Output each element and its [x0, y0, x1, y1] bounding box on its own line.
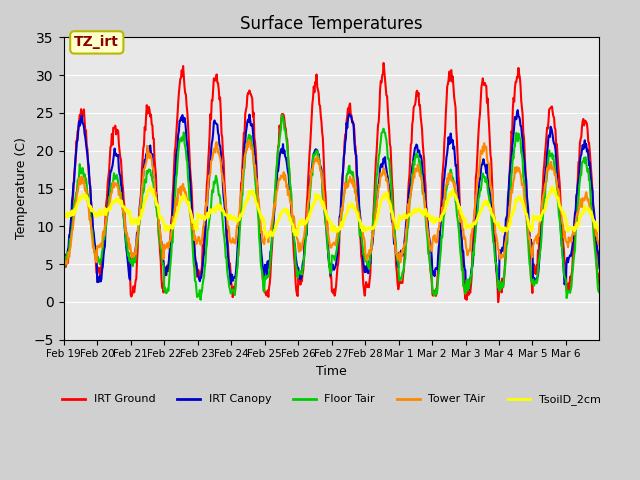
- IRT Ground: [417, 120, 425, 125]
- Tower TAir: [249, 153, 257, 159]
- IRT Ground: [268, 247, 276, 252]
- IRT Ground: [596, 282, 604, 288]
- Line: IRT Canopy: IRT Canopy: [63, 110, 600, 290]
- Tower TAir: [388, 216, 396, 221]
- IRT Canopy: [268, 239, 276, 244]
- Title: Surface Temperatures: Surface Temperatures: [240, 15, 423, 33]
- IRT Canopy: [221, 208, 229, 214]
- Tower TAir: [222, 204, 230, 210]
- Floor Tair: [196, 297, 204, 303]
- Y-axis label: Temperature (C): Temperature (C): [15, 138, 28, 240]
- IRT Canopy: [514, 107, 522, 113]
- Line: IRT Ground: IRT Ground: [63, 63, 600, 302]
- Text: TZ_irt: TZ_irt: [74, 36, 119, 49]
- Line: Tower TAir: Tower TAir: [63, 140, 600, 264]
- TsoilD_2cm: [418, 210, 426, 216]
- TsoilD_2cm: [60, 211, 67, 216]
- Floor Tair: [418, 180, 426, 185]
- TsoilD_2cm: [263, 235, 271, 240]
- Floor Tair: [269, 222, 276, 228]
- X-axis label: Time: Time: [316, 365, 347, 378]
- Tower TAir: [63, 261, 71, 267]
- Tower TAir: [418, 177, 426, 182]
- IRT Canopy: [248, 122, 255, 128]
- IRT Canopy: [462, 288, 470, 293]
- Floor Tair: [60, 254, 67, 260]
- TsoilD_2cm: [596, 226, 604, 232]
- Floor Tair: [388, 196, 396, 202]
- IRT Canopy: [417, 153, 424, 158]
- IRT Ground: [494, 299, 502, 305]
- TsoilD_2cm: [269, 230, 277, 236]
- Legend: IRT Ground, IRT Canopy, Floor Tair, Tower TAir, TsoilD_2cm: IRT Ground, IRT Canopy, Floor Tair, Towe…: [58, 390, 605, 410]
- IRT Ground: [123, 239, 131, 244]
- Tower TAir: [124, 231, 131, 237]
- TsoilD_2cm: [123, 206, 131, 212]
- IRT Canopy: [60, 249, 67, 255]
- Floor Tair: [278, 112, 286, 118]
- IRT Canopy: [387, 201, 394, 207]
- TsoilD_2cm: [222, 212, 230, 218]
- IRT Ground: [248, 94, 255, 99]
- Tower TAir: [269, 211, 277, 217]
- TsoilD_2cm: [388, 209, 396, 215]
- Line: Floor Tair: Floor Tair: [63, 115, 600, 300]
- IRT Ground: [380, 60, 387, 66]
- IRT Ground: [221, 189, 229, 194]
- IRT Canopy: [596, 265, 604, 271]
- Tower TAir: [596, 240, 604, 246]
- Floor Tair: [222, 255, 230, 261]
- TsoilD_2cm: [147, 184, 154, 190]
- Line: TsoilD_2cm: TsoilD_2cm: [63, 187, 600, 238]
- Floor Tair: [596, 290, 604, 296]
- IRT Canopy: [123, 246, 131, 252]
- Floor Tair: [248, 142, 256, 148]
- Tower TAir: [245, 137, 253, 143]
- IRT Ground: [60, 261, 67, 266]
- IRT Ground: [387, 161, 395, 167]
- TsoilD_2cm: [248, 188, 256, 193]
- Tower TAir: [60, 257, 67, 263]
- Floor Tair: [123, 242, 131, 248]
